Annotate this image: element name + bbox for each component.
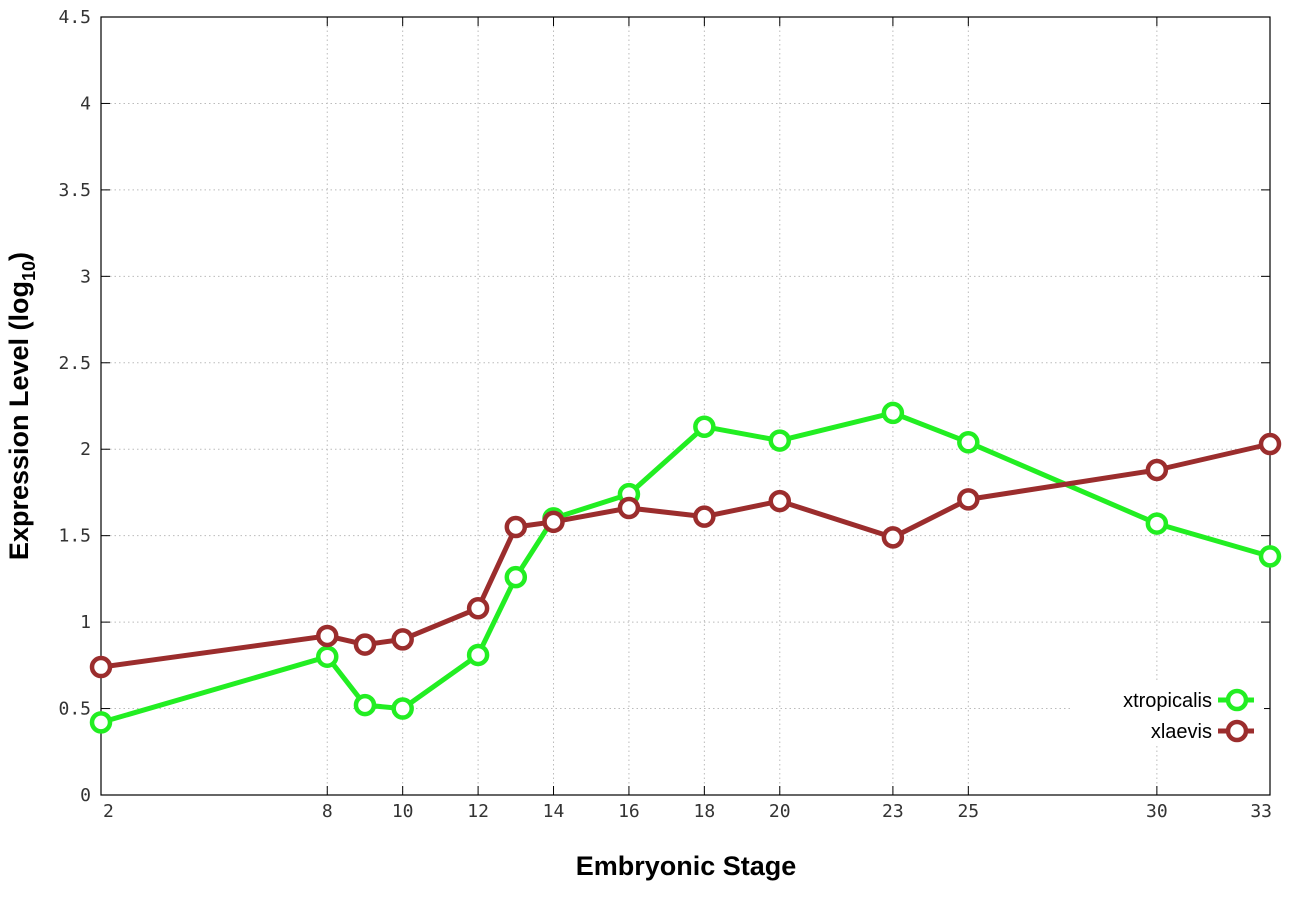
x-tick-label: 30 xyxy=(1146,801,1168,822)
x-tick-label: 16 xyxy=(618,801,640,822)
data-point-xlaevis xyxy=(617,496,641,520)
y-tick-label: 3 xyxy=(80,266,91,287)
x-tick-label: 18 xyxy=(694,801,716,822)
legend-swatch-marker xyxy=(1225,688,1249,712)
x-tick-label: 23 xyxy=(882,801,904,822)
series-xtropicalis xyxy=(89,401,1282,734)
series-line-xtropicalis xyxy=(98,410,1273,725)
data-point-xlaevis xyxy=(391,628,414,651)
x-tick-label: 33 xyxy=(1250,801,1272,822)
series-line-xlaevis xyxy=(98,441,1273,670)
data-point-xtropicalis xyxy=(768,429,792,452)
data-point-xlaevis xyxy=(957,488,980,511)
axis-ticks: 0 0.5 1 1.5 2 2.5 3 3.5 4 4.5 2 8 10 12 14 16 18 20 23 25 30… xyxy=(58,7,1272,822)
y-tick-label: 4.5 xyxy=(58,7,91,28)
series-xlaevis xyxy=(89,432,1282,679)
y-tick-label: 1 xyxy=(80,612,91,633)
series-layer xyxy=(89,401,1282,734)
data-point-xtropicalis xyxy=(316,645,339,668)
y-tick-label: 2 xyxy=(80,439,91,460)
data-point-xlaevis xyxy=(768,489,792,513)
data-point-xlaevis xyxy=(1258,432,1282,456)
data-point-xtropicalis xyxy=(391,697,414,720)
legend: xtropicalis xlaevis xyxy=(1072,682,1264,744)
data-point-xtropicalis xyxy=(881,401,905,425)
y-tick-label: 0.5 xyxy=(58,699,91,720)
y-tick-label: 3.5 xyxy=(58,180,91,201)
data-point-xtropicalis xyxy=(353,693,377,717)
data-point-xtropicalis xyxy=(504,565,528,589)
x-tick-label: 25 xyxy=(957,801,979,822)
data-point-xlaevis xyxy=(89,655,113,679)
x-tick-label: 14 xyxy=(543,801,565,822)
y-axis-title: Expression Level (log10) xyxy=(4,252,39,560)
data-point-xlaevis xyxy=(353,633,377,656)
data-point-xtropicalis xyxy=(693,415,716,438)
grid-lines xyxy=(101,17,1270,795)
y-tick-label: 2.5 xyxy=(58,353,91,374)
data-point-xlaevis xyxy=(693,505,716,528)
y-tick-label: 0 xyxy=(80,785,91,806)
x-tick-label: 8 xyxy=(322,801,333,822)
data-point-xlaevis xyxy=(881,526,905,549)
data-point-xlaevis xyxy=(466,597,490,620)
plot-frame xyxy=(100,16,1271,796)
x-tick-label: 20 xyxy=(769,801,791,822)
y-axis-title-subscript: 10 xyxy=(19,261,39,281)
y-axis-title-close: ) xyxy=(4,252,34,261)
x-tick-label: 12 xyxy=(467,801,489,822)
data-point-xlaevis xyxy=(1145,458,1169,482)
legend-label: xlaevis xyxy=(1151,721,1212,743)
data-point-xtropicalis xyxy=(957,431,980,454)
data-point-xlaevis xyxy=(316,624,339,648)
y-tick-label: 4 xyxy=(80,93,91,114)
legend-swatch-marker xyxy=(1225,719,1249,743)
data-point-xlaevis xyxy=(542,510,565,534)
legend-label: xtropicalis xyxy=(1123,690,1212,712)
data-point-xlaevis xyxy=(504,515,528,539)
y-tick-label: 1.5 xyxy=(58,526,91,547)
data-point-xtropicalis xyxy=(1145,512,1169,535)
y-axis-title-main: Expression Level (log xyxy=(4,281,34,560)
x-axis-title: Embryonic Stage xyxy=(576,851,797,881)
data-point-xtropicalis xyxy=(466,643,490,667)
x-tick-label: 10 xyxy=(392,801,414,822)
data-point-xtropicalis xyxy=(1258,545,1282,568)
data-point-xtropicalis xyxy=(89,711,113,734)
x-tick-label: 2 xyxy=(103,801,114,822)
